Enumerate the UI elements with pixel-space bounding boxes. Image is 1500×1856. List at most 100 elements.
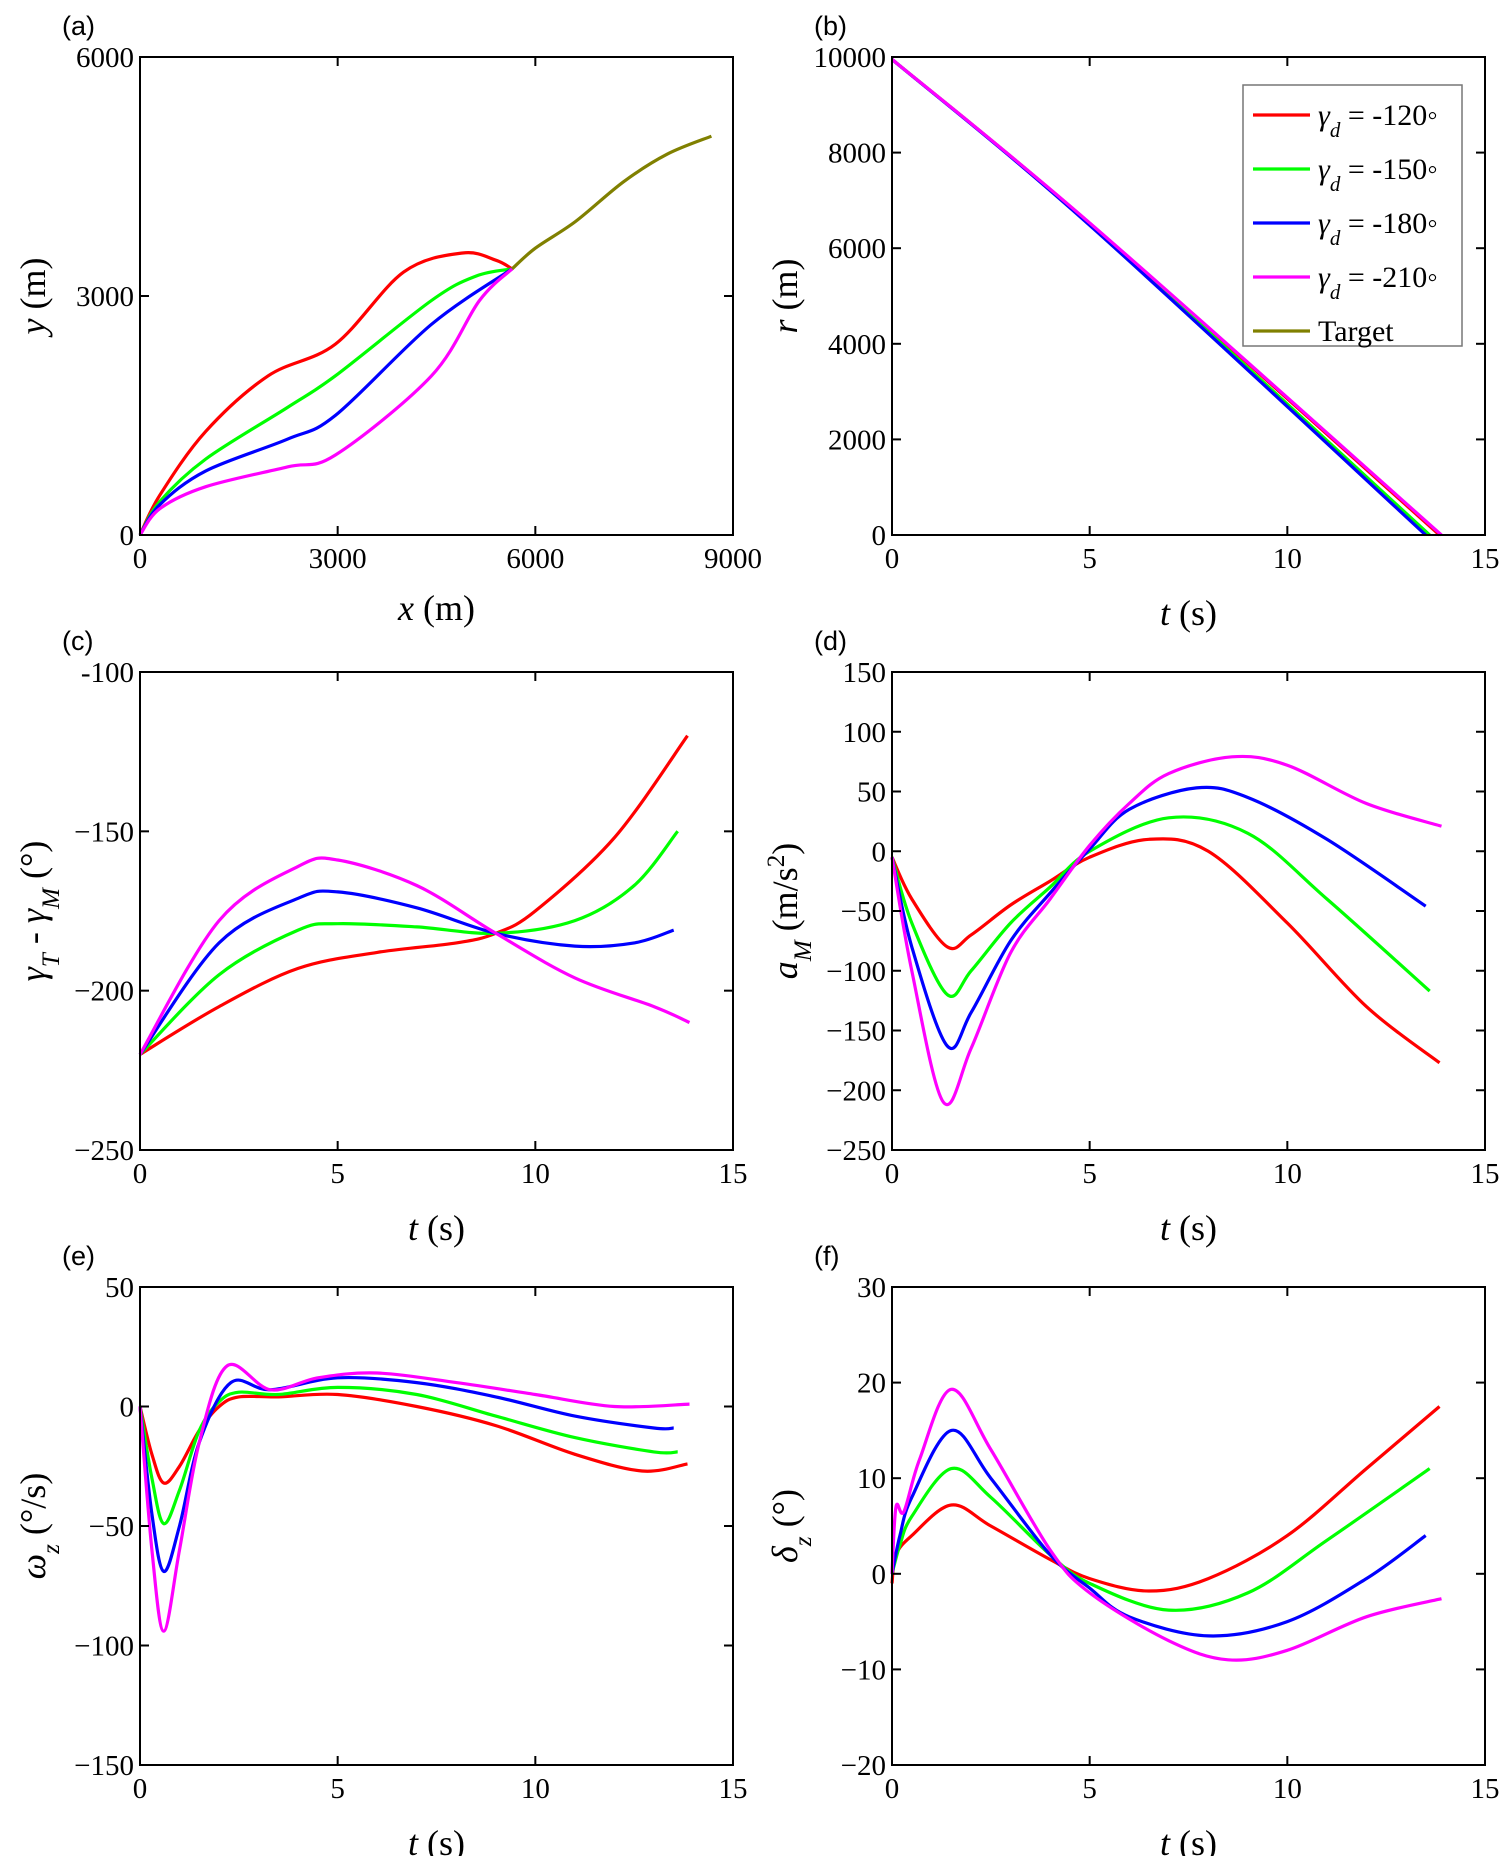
legend-item-g120: γd = -120◦ xyxy=(1253,99,1438,142)
label-part: M xyxy=(38,886,65,910)
legend-label: γd = -180◦ xyxy=(1318,207,1438,250)
x-tick-label: 5 xyxy=(1082,1773,1097,1805)
x-tick-label: 5 xyxy=(330,1773,345,1805)
label-part: (°) xyxy=(13,841,53,888)
y-tick-label: −50 xyxy=(841,896,886,928)
y-tick-label: −200 xyxy=(74,976,134,1008)
x-tick-label: 10 xyxy=(521,1773,550,1805)
x-axis-label: t (s) xyxy=(408,1823,465,1856)
series-line-g120 xyxy=(138,251,513,536)
x-tick-label: 15 xyxy=(1471,543,1500,575)
series-line-g150 xyxy=(138,1385,678,1526)
y-tick-label: 2000 xyxy=(828,424,886,456)
x-tick-label: 0 xyxy=(885,1773,900,1805)
label-part: a xyxy=(765,961,805,979)
y-tick-label: 50 xyxy=(105,1272,134,1304)
panel-label: (e) xyxy=(62,1241,95,1271)
label-part: (m/s xyxy=(765,867,805,940)
y-tick-label: 30 xyxy=(857,1272,886,1304)
y-tick-label: −150 xyxy=(74,1750,134,1782)
x-axis-label: x (m) xyxy=(397,588,475,628)
panel-label: (b) xyxy=(814,11,847,41)
label-part: = -210◦ xyxy=(1340,261,1438,294)
label-part: x xyxy=(397,588,414,628)
label-part: (s) xyxy=(1170,593,1217,633)
y-tick-label: −100 xyxy=(74,1631,134,1663)
y-tick-label: −200 xyxy=(826,1075,886,1107)
y-tick-label: 10000 xyxy=(814,42,887,74)
series-line-g210 xyxy=(138,856,691,1056)
label-part: γ xyxy=(1318,99,1331,132)
x-tick-label: 0 xyxy=(133,1158,148,1190)
label-part: t xyxy=(1160,1208,1171,1248)
legend-item-target: Target xyxy=(1253,315,1394,348)
label-part: (°/s) xyxy=(13,1473,53,1544)
y-tick-label: 0 xyxy=(120,1392,135,1424)
x-axis-label: t (s) xyxy=(408,1208,465,1248)
y-tick-label: 6000 xyxy=(828,233,886,265)
y-tick-label: 150 xyxy=(843,657,887,689)
y-tick-label: −250 xyxy=(826,1135,886,1167)
label-part: γ xyxy=(1318,153,1331,186)
panel-label: (a) xyxy=(62,11,95,41)
y-axis-label: ωz (°/s) xyxy=(13,1473,65,1580)
label-part: ω xyxy=(13,1554,53,1579)
label-part: 2 xyxy=(763,855,790,868)
x-tick-label: 5 xyxy=(1082,543,1097,575)
axes-frame xyxy=(891,1286,1486,1766)
x-tick-label: 0 xyxy=(133,543,148,575)
y-tick-label: 20 xyxy=(857,1368,886,1400)
label-part: (s) xyxy=(1170,1823,1217,1856)
legend-item-g210: γd = -210◦ xyxy=(1253,261,1438,304)
label-part: d xyxy=(1330,226,1341,250)
series-line-g180 xyxy=(138,267,514,536)
label-part: t xyxy=(1160,593,1171,633)
series-line-target xyxy=(511,134,713,271)
y-tick-label: 4000 xyxy=(828,329,886,361)
series-line-g150 xyxy=(138,830,679,1056)
label-part: ) xyxy=(765,843,805,855)
y-axis-label: r (m) xyxy=(765,259,805,334)
series-line-g150 xyxy=(890,815,1431,998)
x-tick-label: 15 xyxy=(1471,1773,1500,1805)
series-line-g210 xyxy=(890,754,1442,1107)
x-tick-label: 6000 xyxy=(506,543,564,575)
axes-frame xyxy=(891,56,1486,536)
y-tick-label: 8000 xyxy=(828,138,886,170)
axes-frame xyxy=(891,671,1486,1151)
panel-label: (c) xyxy=(62,626,93,656)
x-tick-label: 0 xyxy=(133,1773,148,1805)
y-tick-label: 6000 xyxy=(76,42,134,74)
label-part: δ xyxy=(765,1545,805,1563)
series-line-g120 xyxy=(138,1392,688,1485)
y-tick-label: −100 xyxy=(826,956,886,988)
series-line-g180 xyxy=(890,1428,1427,1638)
label-part: γ xyxy=(13,908,53,923)
y-tick-label: −150 xyxy=(826,1016,886,1048)
y-axis-label: y (m) xyxy=(13,258,53,338)
series-line-g120 xyxy=(139,734,689,1056)
label-part: γ xyxy=(1318,207,1331,240)
y-tick-label: −10 xyxy=(841,1654,886,1686)
label-part: (m) xyxy=(414,588,475,628)
x-tick-label: 15 xyxy=(1471,1158,1500,1190)
label-part: (m) xyxy=(765,259,805,320)
x-tick-label: 0 xyxy=(885,1158,900,1190)
legend-box xyxy=(1242,84,1463,347)
label-part: γ xyxy=(13,966,53,981)
y-axis-label: aM (m/s2) xyxy=(763,843,817,980)
panel-d: (d) 0 5 10 15 −250 −200 −150 −100 −50 0 50 100 150 t (… xyxy=(763,626,1500,1248)
y-tick-label: 0 xyxy=(872,836,887,868)
series-line-g210 xyxy=(890,58,1443,537)
label-part: r xyxy=(765,319,805,334)
label-part: γ xyxy=(1318,261,1331,294)
series-line-g210 xyxy=(138,267,514,536)
x-tick-label: 9000 xyxy=(704,543,762,575)
x-axis-label: t (s) xyxy=(1160,1823,1217,1856)
label-part: (s) xyxy=(1170,1208,1217,1248)
label-part: = -120◦ xyxy=(1340,99,1438,132)
axes-frame xyxy=(139,1286,734,1766)
y-tick-label: 3000 xyxy=(76,281,134,313)
label-part: d xyxy=(1330,172,1341,196)
